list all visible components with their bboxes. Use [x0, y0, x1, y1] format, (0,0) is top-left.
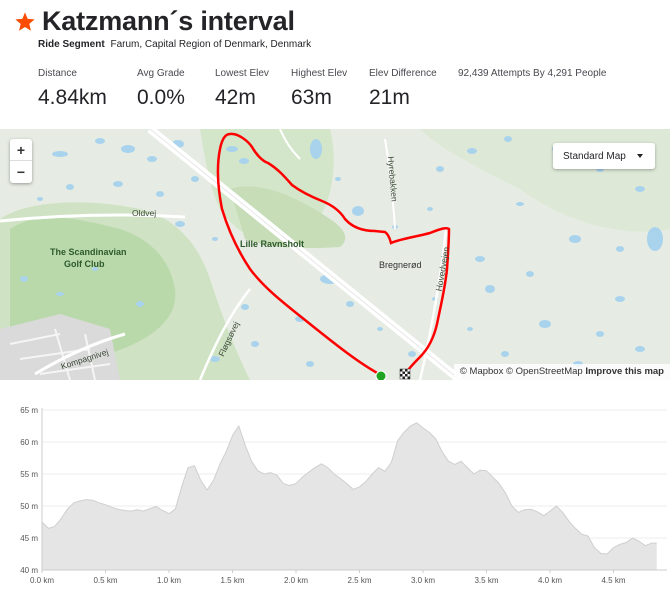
segment-type-label: Ride Segment — [38, 39, 105, 50]
map-label-lille-ravnsholt: Lille Ravnsholt — [240, 239, 305, 249]
x-tick-label: 2.0 km — [284, 576, 308, 585]
star-icon[interactable] — [14, 11, 36, 33]
hovedvej-road — [418, 228, 448, 380]
title-row: Katzmann´s interval — [14, 6, 295, 37]
segment-location: Farum, Capital Region of Denmark, Denmar… — [110, 39, 312, 50]
map-zoom-control: + − — [10, 139, 32, 183]
zoom-out-button[interactable]: − — [16, 164, 26, 180]
page-title: Katzmann´s interval — [42, 6, 295, 36]
stat-label: Elev Difference — [369, 68, 437, 79]
kompagnivej-road — [34, 332, 126, 376]
map-canvas[interactable] — [0, 129, 670, 380]
urban-streets — [9, 328, 111, 380]
x-tick-label: 4.5 km — [601, 576, 625, 585]
osm-attribution-link[interactable]: © OpenStreetMap — [505, 366, 583, 377]
x-tick-label: 0.5 km — [93, 576, 117, 585]
segment-route — [216, 132, 451, 377]
elevation-profile[interactable]: 40 m 45 m 50 m 55 m 60 m 65 m 0.0 km 0.5 km 1.0 … — [0, 398, 670, 598]
route-finish-flag-icon[interactable] — [399, 368, 411, 380]
segment-header: Katzmann´s interval Ride Segment Farum, … — [0, 0, 670, 128]
stat-label: Avg Grade — [137, 68, 185, 79]
stat-avg-grade: Avg Grade 0.0% — [137, 68, 215, 110]
y-tick-label: 65 m — [20, 406, 38, 415]
oldvej-road — [0, 213, 186, 223]
chevron-down-icon — [637, 154, 643, 158]
stat-label: Highest Elev — [291, 68, 348, 79]
y-tick-label: 45 m — [20, 534, 38, 543]
map-label-bregnerod: Bregnerød — [379, 260, 422, 270]
zoom-in-button[interactable]: + — [10, 139, 32, 161]
motorway-edge — [149, 129, 461, 380]
flogsovej-road — [198, 288, 251, 380]
x-tick-label: 3.0 km — [411, 576, 435, 585]
mapbox-attribution-link[interactable]: © Mapbox — [459, 366, 504, 377]
stat-distance: Distance 4.84km — [38, 68, 137, 110]
x-tick-label: 0.0 km — [30, 576, 54, 585]
elevation-area — [42, 422, 657, 570]
stat-lowest-elev: Lowest Elev 42m — [215, 68, 291, 110]
x-tick-label: 1.5 km — [220, 576, 244, 585]
route-start-marker[interactable] — [375, 370, 387, 380]
stat-value: 0.0% — [137, 86, 185, 109]
stat-label: Lowest Elev — [215, 68, 269, 79]
y-tick-label: 55 m — [20, 470, 38, 479]
stat-value: 42m — [215, 86, 256, 109]
y-tick-label: 40 m — [20, 566, 38, 575]
stat-elev-difference: Elev Difference 21m — [369, 68, 457, 110]
map-attribution: © Mapbox © OpenStreetMap Improve this ma… — [453, 364, 670, 380]
improve-map-link[interactable]: Improve this map — [585, 366, 664, 377]
map-label-golf: The Scandinavian — [50, 247, 127, 257]
map-label-oldvej: Oldvej — [132, 208, 157, 218]
x-tick-label: 3.5 km — [474, 576, 498, 585]
elevation-chart[interactable]: 40 m 45 m 50 m 55 m 60 m 65 m 0.0 km 0.5 km 1.0 … — [0, 398, 670, 598]
map-style-label: Standard Map — [563, 150, 626, 162]
y-tick-label: 60 m — [20, 438, 38, 447]
stat-value: 63m — [291, 86, 332, 109]
road-top — [279, 129, 301, 160]
map-style-dropdown[interactable]: Standard Map — [553, 143, 655, 169]
map-label-golf-club: Golf Club — [64, 259, 105, 269]
segment-subtitle: Ride Segment Farum, Capital Region of De… — [38, 39, 311, 50]
lille-ravnsholt-forest — [230, 186, 346, 249]
stat-value: 4.84km — [38, 86, 107, 109]
attempts-count: 92,439 Attempts By 4,291 People — [458, 68, 607, 79]
segment-stats: Distance 4.84km Avg Grade 0.0% Lowest El… — [38, 68, 457, 110]
x-tick-label: 1.0 km — [157, 576, 181, 585]
stat-label: Distance — [38, 68, 77, 79]
segment-map[interactable]: Oldvej The Scandinavian Golf Club Lille … — [0, 129, 670, 380]
x-tick-label: 2.5 km — [347, 576, 371, 585]
y-tick-label: 50 m — [20, 502, 38, 511]
elevation-line — [41, 422, 657, 555]
stat-value: 21m — [369, 86, 410, 109]
stat-highest-elev: Highest Elev 63m — [291, 68, 369, 110]
x-tick-label: 4.0 km — [538, 576, 562, 585]
hyrebakken-road — [384, 138, 396, 230]
